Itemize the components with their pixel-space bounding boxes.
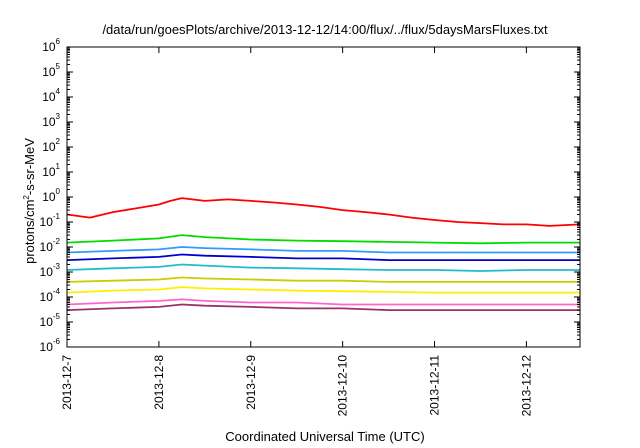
y-tick-base: 10 <box>42 140 56 154</box>
y-tick-base: 10 <box>40 215 54 229</box>
series-layer <box>66 197 581 312</box>
y-tick-label: 105 <box>42 62 60 79</box>
y-tick-exponent: 4 <box>56 87 61 96</box>
x-tick-label: 2013-12-12 <box>519 355 533 417</box>
y-tick-exponent: -4 <box>53 287 61 296</box>
y-tick-exponent: 5 <box>56 62 61 71</box>
x-tick-label: 2013-12-9 <box>244 355 258 410</box>
y-tick-label: 106 <box>42 37 60 54</box>
y-tick-exponent: -1 <box>53 212 61 221</box>
y-axis-label-prefix: protons/cm <box>22 200 37 264</box>
y-tick-base: 10 <box>40 340 54 354</box>
series-line-3 <box>66 246 580 254</box>
y-tick-base: 10 <box>40 240 54 254</box>
y-axis: 10-610-510-410-310-210-11001011021031041… <box>40 37 580 354</box>
x-tick-label: 2013-12-8 <box>152 355 166 410</box>
x-axis: 2013-12-7 2013-12-8 2013-12-9 2013-12-10 201… <box>60 47 533 416</box>
y-tick-base: 10 <box>42 40 56 54</box>
y-tick-base: 10 <box>42 65 56 79</box>
x-tick-label: 2013-12-10 <box>336 355 350 417</box>
y-tick-label: 10-4 <box>40 287 61 304</box>
y-tick-label: 103 <box>42 112 60 129</box>
series-line-1 <box>66 197 581 227</box>
y-tick-base: 10 <box>42 115 56 129</box>
y-tick-base: 10 <box>40 315 54 329</box>
x-tick-label: 2013-12-11 <box>428 355 442 416</box>
y-tick-base: 10 <box>40 290 54 304</box>
series-line-6 <box>66 276 580 283</box>
y-tick-label: 101 <box>42 162 60 179</box>
series-line-2 <box>66 234 580 245</box>
y-tick-label: 10-3 <box>40 262 61 279</box>
y-tick-base: 10 <box>42 165 56 179</box>
y-tick-exponent: -3 <box>53 262 61 271</box>
x-tick-label: 2013-12-7 <box>60 355 74 410</box>
series-line-9 <box>66 303 580 312</box>
y-tick-exponent: -6 <box>53 337 61 346</box>
y-tick-exponent: -5 <box>53 312 61 321</box>
y-tick-label: 10-6 <box>40 337 61 354</box>
x-axis-label: Coordinated Universal Time (UTC) <box>225 429 424 444</box>
series-line-8 <box>66 298 580 306</box>
y-tick-base: 10 <box>40 265 54 279</box>
y-tick-label: 10-5 <box>40 312 61 329</box>
y-tick-exponent: -2 <box>53 237 61 246</box>
y-tick-base: 10 <box>42 190 56 204</box>
series-line-4 <box>66 253 580 262</box>
y-tick-label: 104 <box>42 87 60 104</box>
chart-title: /data/run/goesPlots/archive/2013-12-12/1… <box>102 22 548 37</box>
y-tick-exponent: 1 <box>56 162 61 171</box>
y-tick-label: 100 <box>42 187 60 204</box>
y-axis-label-suffix: -s-sr-MeV <box>22 138 37 195</box>
y-tick-exponent: 2 <box>56 137 61 146</box>
y-axis-label: protons/cm2-s-sr-MeV <box>22 138 37 264</box>
plot-area: 10-610-510-410-310-210-11001011021031041… <box>40 37 581 416</box>
y-tick-label: 102 <box>42 137 60 154</box>
series-line-5 <box>66 263 580 272</box>
y-tick-exponent: 6 <box>56 37 61 46</box>
y-tick-base: 10 <box>42 90 56 104</box>
series-line-7 <box>66 286 580 294</box>
y-tick-exponent: 0 <box>56 187 61 196</box>
y-tick-label: 10-2 <box>40 237 61 254</box>
y-tick-label: 10-1 <box>40 212 61 229</box>
y-axis-label-exponent: 2 <box>22 195 31 200</box>
y-tick-exponent: 3 <box>56 112 61 121</box>
